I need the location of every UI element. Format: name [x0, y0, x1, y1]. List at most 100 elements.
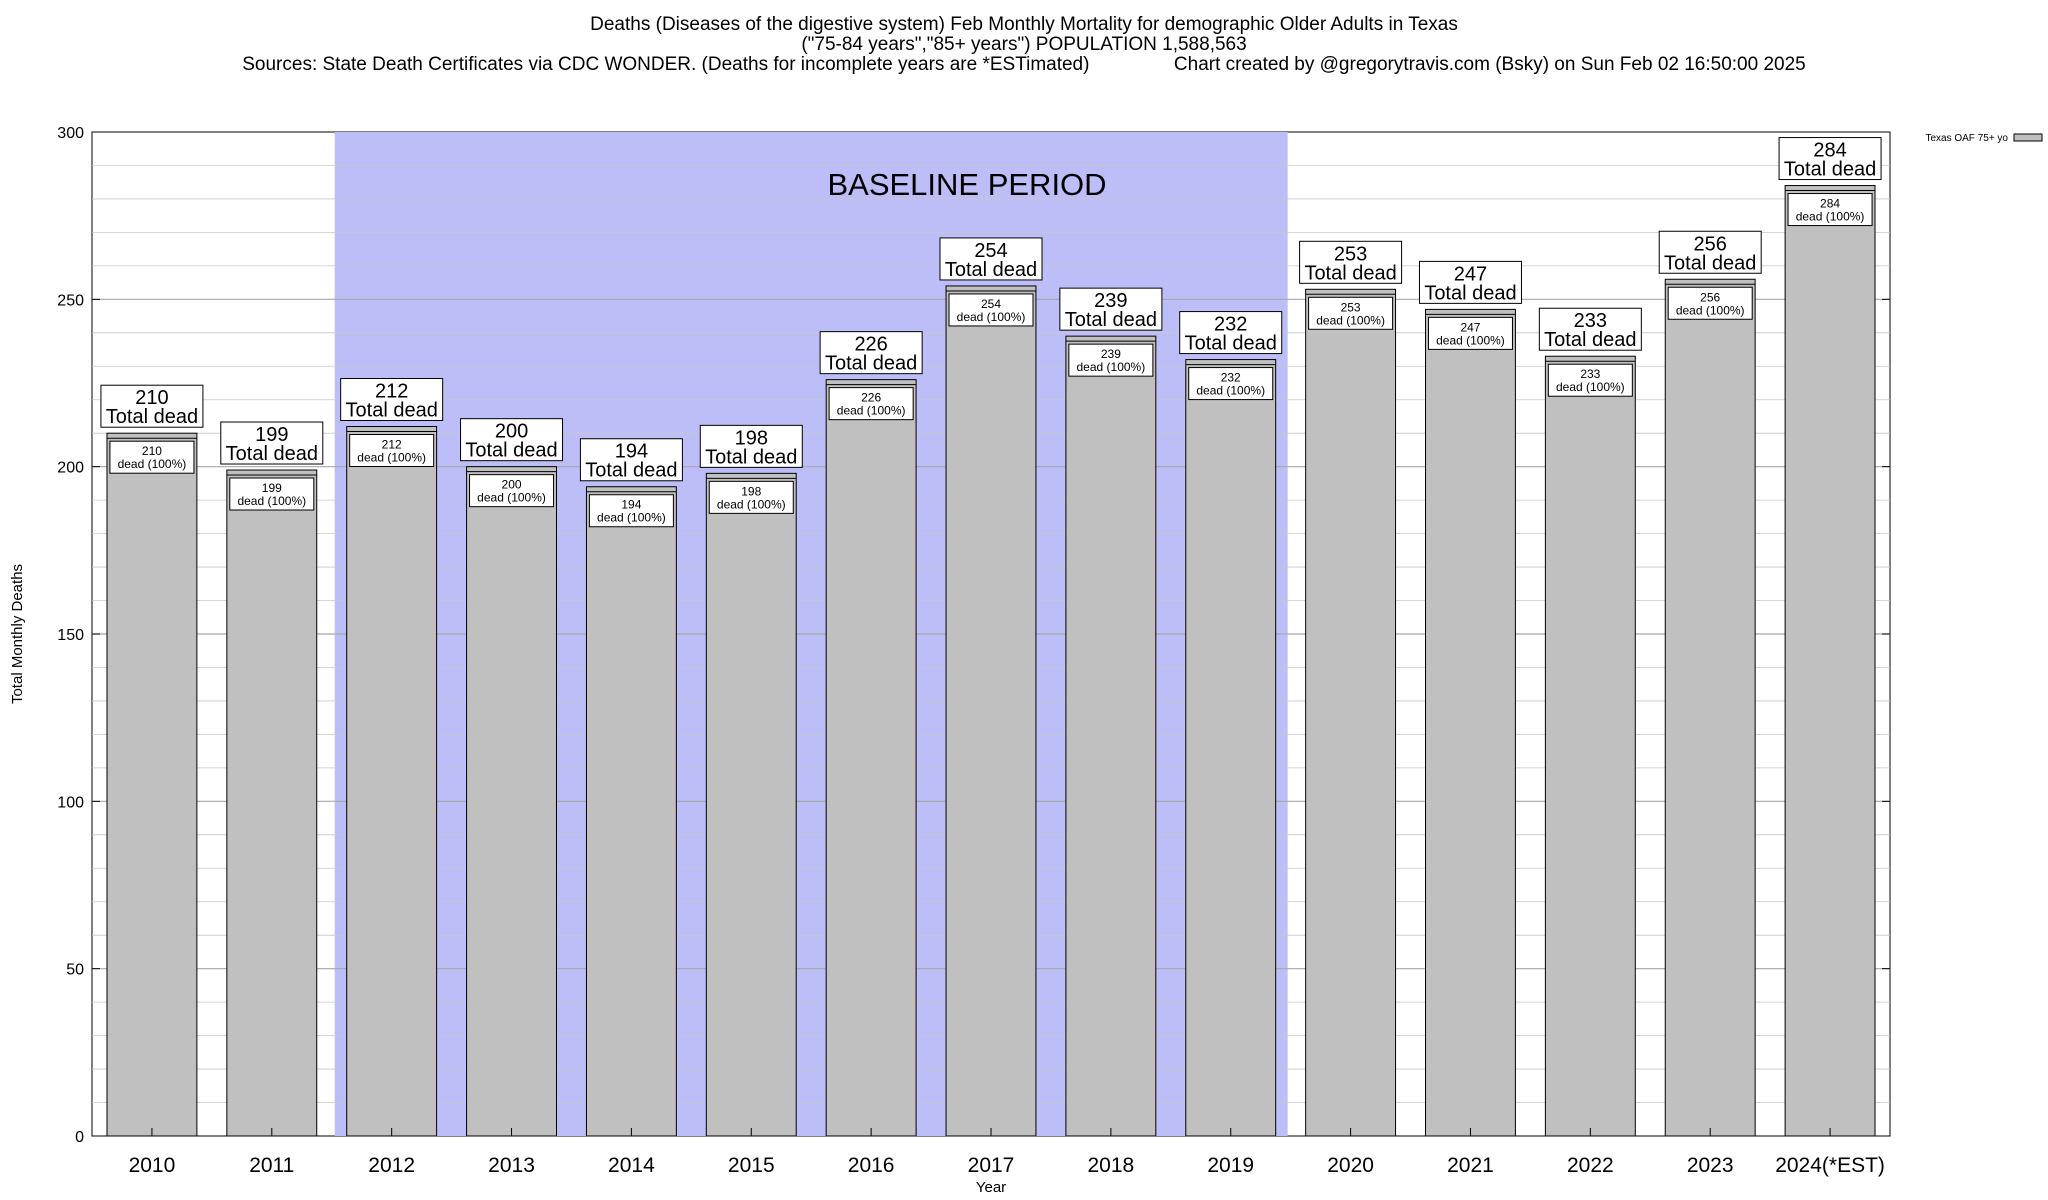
inner-dead-label: dead (100%)	[1316, 313, 1385, 327]
inner-dead-label: dead (100%)	[118, 457, 187, 471]
total-dead-label: Total dead	[465, 440, 557, 462]
total-label-box	[220, 421, 324, 465]
inner-value-label: 199	[262, 481, 282, 495]
inner-value-label: 226	[861, 391, 881, 405]
bar	[1185, 359, 1277, 1137]
total-dead-label: Total dead	[945, 259, 1037, 281]
total-label-box	[340, 378, 444, 422]
total-label-box	[1658, 230, 1762, 274]
total-label-box	[1179, 311, 1283, 355]
total-label-box	[579, 438, 683, 482]
inner-label-box	[1188, 367, 1274, 401]
inner-label-box	[229, 477, 315, 511]
inner-dead-label: dead (100%)	[477, 491, 546, 505]
chart-title-line-2: ("75-84 years","85+ years") POPULATION 1…	[801, 34, 1247, 55]
inner-value-label: 232	[1221, 371, 1241, 385]
inner-dead-label: dead (100%)	[1676, 303, 1745, 317]
inner-dead-label: dead (100%)	[1796, 210, 1865, 224]
x-tick-label: 2023	[1687, 1154, 1734, 1177]
inner-value-label: 254	[981, 297, 1001, 311]
x-tick-label: 2022	[1567, 1154, 1614, 1177]
inner-label-box	[349, 434, 435, 468]
inner-dead-label: dead (100%)	[1077, 360, 1146, 374]
inner-label-box	[588, 494, 674, 528]
x-tick-label: 2020	[1327, 1154, 1374, 1177]
inner-value-label: 256	[1700, 290, 1720, 304]
x-tick-label: 2015	[728, 1154, 775, 1177]
total-dead-label: Total dead	[1185, 333, 1277, 355]
y-tick-label: 50	[66, 962, 84, 979]
total-label-box	[460, 418, 564, 462]
inner-value-label: 233	[1580, 367, 1600, 381]
total-dead-label: Total dead	[1424, 282, 1516, 304]
legend-swatch	[2013, 133, 2043, 142]
y-tick-label: 100	[57, 794, 84, 811]
legend-label: Texas OAF 75+ yo	[1925, 133, 2008, 144]
total-label-box	[1418, 260, 1522, 304]
total-label-box	[819, 331, 923, 375]
total-value-label: 233	[1574, 310, 1607, 332]
inner-value-label: 239	[1101, 347, 1121, 361]
total-dead-label: Total dead	[346, 400, 438, 422]
total-value-label: 256	[1694, 233, 1727, 255]
inner-value-label: 210	[142, 444, 162, 458]
inner-dead-label: dead (100%)	[717, 497, 786, 511]
inner-dead-label: dead (100%)	[1556, 380, 1625, 394]
legend: Texas OAF 75+ yo	[1925, 133, 2043, 144]
inner-dead-label: dead (100%)	[237, 494, 306, 508]
x-axis-label: Year	[976, 1179, 1006, 1196]
inner-dead-label: dead (100%)	[837, 404, 906, 418]
total-label-box	[1778, 137, 1882, 181]
total-label-box	[699, 424, 803, 468]
x-tick-label: 2010	[129, 1154, 176, 1177]
total-value-label: 247	[1454, 263, 1487, 285]
inner-value-label: 198	[741, 484, 761, 498]
inner-dead-label: dead (100%)	[597, 511, 666, 525]
bar	[705, 472, 797, 1137]
inner-label-box	[948, 293, 1034, 327]
total-value-label: 284	[1813, 140, 1846, 162]
inner-value-label: 194	[621, 498, 641, 512]
bar	[1065, 335, 1157, 1137]
inner-dead-label: dead (100%)	[957, 310, 1026, 324]
total-value-label: 212	[375, 381, 408, 403]
inner-label-box	[1547, 363, 1633, 397]
bar	[1425, 308, 1516, 1137]
inner-value-label: 212	[382, 438, 402, 452]
inner-label-box	[469, 474, 555, 508]
axis-layer: 0 50 100 150 200 250 300 2010 2011 2012 2013 2014 20…	[57, 125, 1890, 1177]
bar	[346, 426, 438, 1137]
inner-value-label: 284	[1820, 197, 1840, 211]
total-label-box	[1538, 307, 1642, 351]
total-value-label: 239	[1094, 290, 1127, 312]
inner-label-box	[1427, 316, 1513, 350]
inner-label-box	[1308, 296, 1394, 330]
bar	[1544, 355, 1636, 1137]
chart-title-line-3: Sources: State Death Certificates via CD…	[242, 54, 1806, 75]
total-value-label: 232	[1214, 314, 1247, 336]
total-value-label: 210	[135, 387, 168, 409]
total-value-label: 200	[495, 421, 528, 443]
y-tick-label: 0	[75, 1129, 84, 1146]
bar	[585, 486, 677, 1137]
x-tick-label: 2012	[368, 1154, 415, 1177]
total-label-box	[939, 237, 1043, 281]
total-dead-label: Total dead	[106, 406, 198, 428]
inner-label-box	[109, 440, 195, 474]
inner-label-box	[1787, 193, 1873, 227]
inner-label-box	[1068, 343, 1154, 377]
x-tick-label: 2017	[968, 1154, 1015, 1177]
total-dead-label: Total dead	[1784, 159, 1876, 181]
inner-dead-label: dead (100%)	[1436, 333, 1505, 347]
bar	[466, 466, 557, 1137]
inner-dead-label: dead (100%)	[357, 451, 426, 465]
total-value-label: 253	[1334, 243, 1367, 265]
y-tick-label: 300	[57, 125, 84, 142]
bar	[1784, 185, 1876, 1137]
total-dead-label: Total dead	[585, 460, 677, 482]
inner-value-label: 253	[1341, 300, 1361, 314]
x-tick-label: 2016	[848, 1154, 895, 1177]
total-label-box	[100, 384, 204, 428]
